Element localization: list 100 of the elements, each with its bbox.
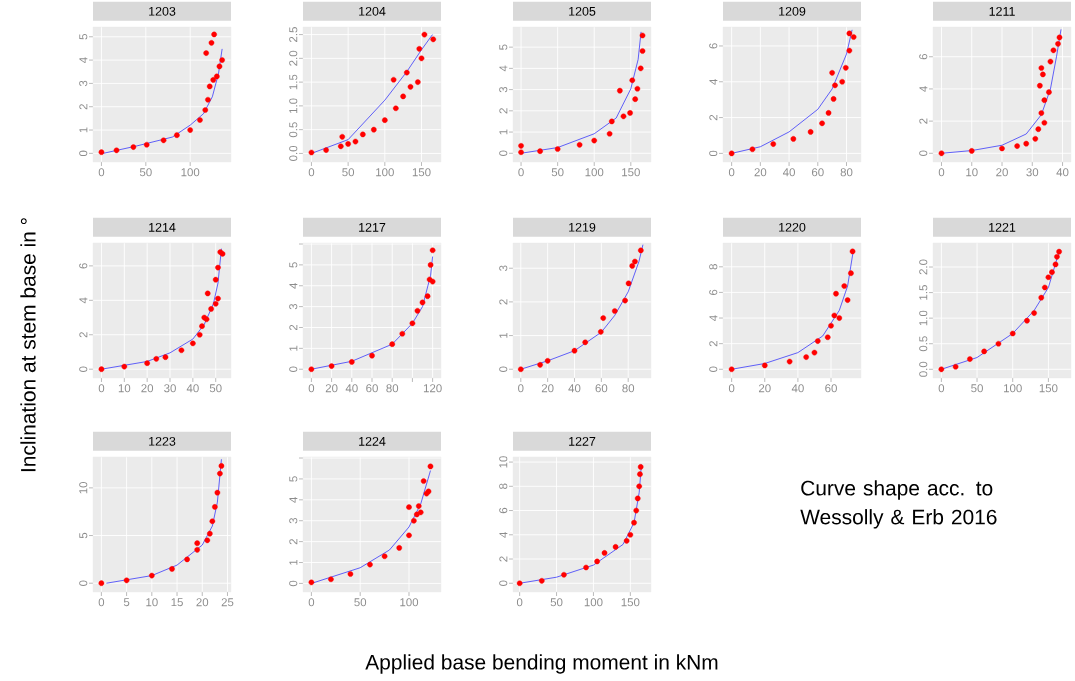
y-tick-label: 6 xyxy=(709,289,718,296)
y-tick-label: 1.5 xyxy=(289,74,298,90)
y-tick-label: 5 xyxy=(79,532,88,539)
y-axis-title: Inclination at stem base in ° xyxy=(20,218,36,472)
y-tick-label: 3 xyxy=(499,265,508,271)
x-tick-label: 150 xyxy=(1039,384,1058,393)
y-tick-label: 0.5 xyxy=(289,122,298,138)
chart-title: 1227 xyxy=(569,436,596,446)
x-tick-label: 60 xyxy=(825,384,837,393)
y-tick-label: 5 xyxy=(79,34,88,40)
x-tick-label: 50 xyxy=(551,168,564,177)
y-tick-label: 2 xyxy=(919,118,928,124)
x-tick-label: 25 xyxy=(221,598,234,607)
x-tick-label: 40 xyxy=(782,168,795,177)
chart-title: 1205 xyxy=(569,6,596,16)
y-tick-label: 2 xyxy=(709,114,718,121)
y-tick-label: 2 xyxy=(709,341,718,347)
x-tick-label: 50 xyxy=(550,598,563,607)
x-tick-label: 100 xyxy=(181,168,200,177)
x-tick-label: 0 xyxy=(98,384,105,393)
y-tick-label: 1.0 xyxy=(289,98,298,113)
y-tick-label: 4 xyxy=(919,86,928,92)
y-tick-label: 0.5 xyxy=(919,336,928,352)
x-tick-label: 60 xyxy=(366,384,378,393)
x-tick-label: 20 xyxy=(325,384,338,393)
x-tick-label: 100 xyxy=(584,598,603,607)
y-tick-label: 4 xyxy=(499,531,508,538)
y-tick-label: 2 xyxy=(499,556,508,562)
y-tick-label: 1 xyxy=(289,559,298,565)
y-tick-label: 5 xyxy=(289,476,298,482)
y-tick-label: 6 xyxy=(79,263,88,269)
y-tick-label: 2.0 xyxy=(919,259,928,275)
x-tick-label: 150 xyxy=(621,598,640,607)
y-tick-label: 2 xyxy=(79,104,88,110)
x-axis-title: Applied base bending moment in kNm xyxy=(365,654,718,674)
chart-title: 1217 xyxy=(359,222,386,232)
y-tick-label: 1 xyxy=(79,127,88,133)
y-tick-label: 0 xyxy=(79,366,88,372)
y-tick-label: 0 xyxy=(499,366,508,372)
y-tick-label: 0 xyxy=(709,150,718,157)
y-tick-label: 1 xyxy=(499,332,508,338)
y-tick-label: 2.0 xyxy=(289,50,298,66)
y-tick-label: 10 xyxy=(79,481,88,494)
y-tick-label: 3 xyxy=(79,80,88,87)
y-tick-label: 8 xyxy=(499,483,508,489)
chart-title: 1224 xyxy=(359,436,386,446)
chart-title: 1223 xyxy=(149,436,176,446)
x-tick-label: 20 xyxy=(196,598,209,607)
x-tick-label: 0 xyxy=(518,384,524,393)
x-tick-label: 10 xyxy=(118,384,131,393)
x-tick-label: 80 xyxy=(840,168,853,177)
x-tick-label: 0 xyxy=(98,168,105,177)
x-tick-label: 30 xyxy=(164,384,176,393)
y-tick-label: 6 xyxy=(709,43,718,49)
y-tick-label: 1 xyxy=(499,129,508,135)
x-tick-label: 100 xyxy=(585,168,604,177)
chart-title: 1221 xyxy=(989,222,1016,232)
x-tick-label: 20 xyxy=(758,384,771,393)
x-tick-label: 100 xyxy=(1004,384,1022,393)
x-tick-label: 0 xyxy=(308,598,315,607)
y-tick-label: 2 xyxy=(289,539,298,545)
x-tick-label: 0 xyxy=(98,598,105,607)
x-tick-label: 150 xyxy=(622,168,640,177)
x-tick-label: 50 xyxy=(354,598,367,607)
x-tick-label: 60 xyxy=(595,384,608,393)
y-tick-label: 0 xyxy=(499,580,508,586)
y-tick-label: 0 xyxy=(499,150,508,157)
x-tick-label: 20 xyxy=(996,168,1008,177)
x-tick-label: 10 xyxy=(966,168,978,177)
chart-title: 1203 xyxy=(149,6,176,16)
chart-title: 1220 xyxy=(779,222,806,232)
y-tick-label: 6 xyxy=(919,54,928,60)
y-tick-label: 10 xyxy=(499,456,508,468)
x-tick-label: 40 xyxy=(791,384,804,393)
chart-title: 1209 xyxy=(779,6,806,16)
y-tick-label: 2 xyxy=(499,108,508,114)
x-tick-label: 50 xyxy=(209,384,222,393)
x-tick-label: 30 xyxy=(1026,168,1039,177)
y-tick-label: 8 xyxy=(709,264,718,270)
text: Curve shape acc. to Wessolly & Erb 2016 xyxy=(800,480,997,529)
y-tick-label: 0 xyxy=(289,366,298,372)
y-tick-label: 0 xyxy=(709,366,718,372)
y-tick-label: 4 xyxy=(709,78,718,85)
y-tick-label: 0.0 xyxy=(919,361,928,377)
y-tick-label: 2 xyxy=(499,299,508,305)
x-tick-label: 20 xyxy=(541,384,554,393)
y-tick-label: 5 xyxy=(289,262,298,268)
x-tick-label: 20 xyxy=(141,384,154,393)
chart-title: 1219 xyxy=(569,222,596,232)
y-tick-label: 4 xyxy=(499,65,508,72)
y-tick-label: 3 xyxy=(289,303,298,310)
x-tick-label: 0 xyxy=(938,168,945,177)
y-tick-label: 4 xyxy=(79,57,88,64)
x-tick-label: 50 xyxy=(139,168,152,177)
x-tick-label: 20 xyxy=(754,168,767,177)
x-tick-label: 60 xyxy=(811,168,824,177)
chart-title: 1214 xyxy=(149,222,176,232)
y-tick-label: 2.5 xyxy=(289,27,298,42)
x-tick-label: 40 xyxy=(1056,168,1069,177)
y-tick-label: 0.0 xyxy=(289,145,298,161)
